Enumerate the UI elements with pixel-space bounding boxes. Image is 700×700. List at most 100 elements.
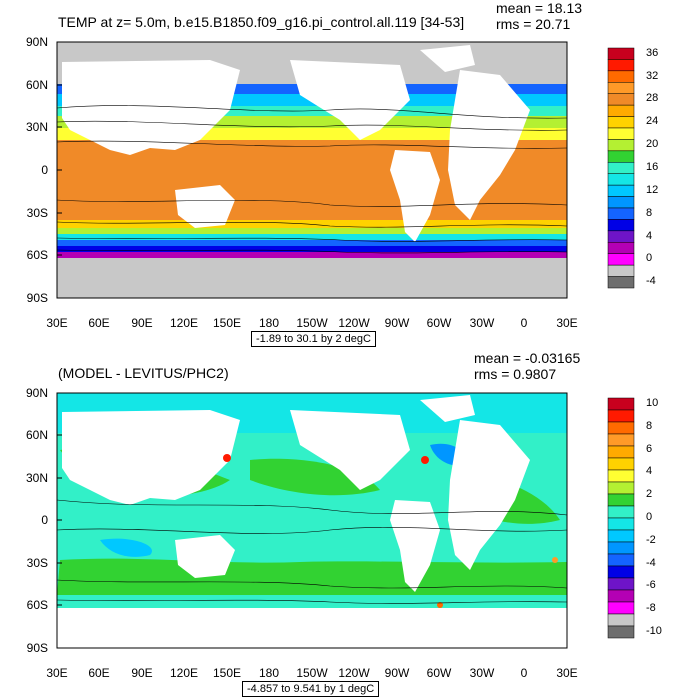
lon-label: 120W — [338, 666, 370, 680]
lat-label: 30N — [25, 120, 48, 134]
lon-label: 60W — [426, 316, 452, 330]
lon-label: 150E — [212, 666, 242, 680]
lon-label: 120W — [338, 316, 370, 330]
colorbar-swatch — [607, 276, 635, 289]
panel-title: TEMP at z= 5.0m, b.e15.B1850.f09_g16.pi_… — [58, 14, 465, 30]
colorbar-swatch — [607, 553, 635, 567]
mean-value: mean = 18.13 — [496, 0, 583, 16]
lon-label: 150W — [296, 666, 328, 680]
colorbar-tick-label: -2 — [646, 533, 656, 546]
colorbar-tick-label: 6 — [646, 442, 653, 455]
diff-colorbar — [607, 397, 635, 639]
colorbar-swatch — [607, 445, 635, 459]
colorbar-swatch — [607, 93, 635, 106]
lon-label: 90E — [131, 316, 153, 330]
lon-label: 60E — [88, 666, 110, 680]
lon-label: 150W — [296, 316, 328, 330]
lon-label: 0 — [520, 316, 528, 330]
colorbar-tick-label: 12 — [646, 183, 659, 196]
lon-label: 120E — [169, 316, 199, 330]
colorbar-swatch — [607, 150, 635, 163]
colorbar-tick-label: 4 — [646, 229, 653, 242]
colorbar-tick-label: -8 — [646, 602, 656, 615]
lon-label: 90W — [384, 316, 410, 330]
diff-map — [56, 392, 635, 649]
rms-value: rms = 20.71 — [496, 16, 571, 32]
colorbar-swatch — [607, 469, 635, 483]
colorbar-swatch — [607, 116, 635, 129]
colorbar-tick-label: 2 — [646, 488, 653, 501]
lon-label: 30W — [469, 316, 495, 330]
lat-label: 90N — [25, 35, 48, 49]
lon-label: 120E — [169, 666, 199, 680]
colorbar-swatch — [607, 457, 635, 471]
lat-label: 60N — [25, 78, 48, 92]
lat-label: 90N — [25, 386, 48, 400]
colorbar-swatch — [607, 127, 635, 140]
colorbar-swatch — [607, 541, 635, 555]
mean-value: mean = -0.03165 — [474, 350, 581, 366]
colorbar-swatch — [607, 70, 635, 83]
lat-label: 60N — [25, 428, 48, 442]
lat-label: 60S — [26, 248, 48, 262]
lon-label: 180 — [258, 666, 280, 680]
lat-label: 30S — [26, 556, 48, 570]
contour-range-label: -1.89 to 30.1 by 2 degC — [251, 331, 376, 347]
lon-label: 30E — [556, 666, 578, 680]
temp-panel: TEMP at z= 5.0m, b.e15.B1850.f09_g16.pi_… — [25, 0, 659, 347]
colorbar-tick-label: 0 — [646, 511, 653, 523]
colorbar-swatch — [607, 196, 635, 209]
colorbar-swatch — [607, 493, 635, 507]
colorbar-swatch — [607, 184, 635, 197]
colorbar-tick-label: -10 — [646, 625, 662, 637]
lon-label: 30E — [46, 316, 68, 330]
colorbar-tick-label: 8 — [646, 419, 653, 432]
colorbar-tick-label: -6 — [646, 579, 656, 592]
colorbar-tick-label: 32 — [646, 69, 659, 82]
lat-label: 0 — [41, 513, 48, 527]
colorbar-tick-label: 36 — [646, 46, 659, 59]
colorbar-swatch — [607, 162, 635, 174]
temp-map — [56, 41, 635, 299]
colorbar-swatch — [607, 264, 635, 277]
colorbar-swatch — [607, 577, 635, 591]
colorbar-swatch — [607, 529, 635, 543]
lat-label: 90S — [26, 291, 48, 305]
colorbar-swatch — [607, 47, 635, 60]
colorbar-swatch — [607, 59, 635, 72]
lon-label: 90E — [131, 666, 153, 680]
colorbar-tick-label: 10 — [646, 397, 659, 409]
colorbar-swatch — [607, 82, 635, 94]
colorbar-swatch — [607, 505, 635, 519]
lon-label: 30W — [469, 666, 495, 680]
lon-label: 30E — [556, 316, 578, 330]
colorbar-swatch — [607, 517, 635, 531]
lon-label: 0 — [520, 666, 528, 680]
colorbar-swatch — [607, 173, 635, 186]
lat-label: 30S — [26, 206, 48, 220]
colorbar-swatch — [607, 139, 635, 152]
colorbar-swatch — [607, 625, 635, 639]
lon-label: 150E — [212, 316, 242, 330]
lon-label: 60W — [426, 666, 452, 680]
diff-panel: (MODEL - LEVITUS/PHC2) mean = -0.03165 r… — [0, 350, 700, 700]
colorbar-swatch — [607, 219, 635, 232]
colorbar-swatch — [607, 242, 635, 254]
colorbar-swatch — [607, 433, 635, 447]
colorbar-tick-label: -4 — [646, 275, 656, 288]
colorbar-swatch — [607, 565, 635, 579]
colorbar-swatch — [607, 230, 635, 243]
colorbar-tick-label: -4 — [646, 556, 656, 569]
colorbar-tick-label: 8 — [646, 206, 653, 219]
colorbar-swatch — [607, 589, 635, 603]
colorbar-swatch — [607, 253, 635, 266]
colorbar-tick-label: 24 — [646, 115, 659, 128]
colorbar-swatch — [607, 421, 635, 435]
lon-label: 90W — [384, 666, 410, 680]
colorbar-swatch — [607, 481, 635, 495]
lon-label: 30E — [46, 666, 68, 680]
lat-label: 30N — [25, 471, 48, 485]
colorbar-swatch — [607, 397, 635, 411]
colorbar-tick-label: 4 — [646, 465, 653, 478]
colorbar-tick-label: 16 — [646, 161, 659, 173]
